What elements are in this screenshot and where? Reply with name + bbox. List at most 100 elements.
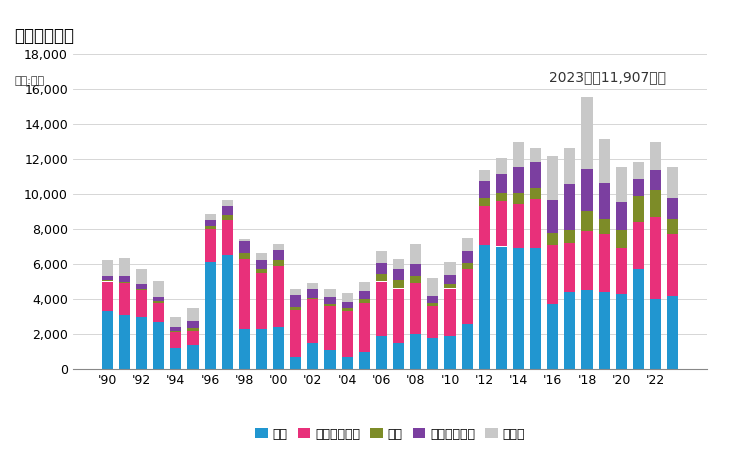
- Bar: [376, 251, 387, 263]
- Bar: [205, 226, 216, 229]
- Bar: [496, 158, 507, 174]
- Bar: [616, 202, 627, 230]
- Bar: [650, 217, 661, 299]
- Bar: [102, 260, 113, 276]
- Bar: [530, 148, 541, 162]
- Bar: [324, 297, 335, 304]
- Bar: [393, 280, 404, 288]
- Legend: 韓国, シンガポール, タイ, インドネシア, その他: 韓国, シンガポール, タイ, インドネシア, その他: [250, 423, 530, 446]
- Bar: [359, 283, 370, 291]
- Bar: [273, 266, 284, 327]
- Bar: [427, 306, 438, 338]
- Bar: [187, 308, 198, 321]
- Bar: [633, 222, 644, 269]
- Bar: [359, 299, 370, 302]
- Bar: [256, 329, 267, 369]
- Bar: [582, 169, 593, 211]
- Bar: [205, 214, 216, 220]
- Bar: [273, 261, 284, 266]
- Bar: [410, 334, 421, 369]
- Bar: [427, 338, 438, 369]
- Bar: [633, 179, 644, 196]
- Bar: [153, 297, 164, 301]
- Bar: [513, 248, 524, 369]
- Bar: [239, 241, 250, 253]
- Bar: [547, 304, 558, 369]
- Bar: [547, 245, 558, 304]
- Bar: [119, 283, 130, 315]
- Bar: [136, 284, 147, 289]
- Bar: [445, 262, 456, 275]
- Bar: [667, 296, 678, 369]
- Bar: [136, 269, 147, 284]
- Bar: [256, 269, 267, 273]
- Bar: [479, 206, 490, 245]
- Bar: [564, 230, 575, 243]
- Bar: [376, 282, 387, 336]
- Bar: [393, 343, 404, 369]
- Bar: [342, 357, 353, 369]
- Bar: [582, 231, 593, 290]
- Bar: [205, 229, 216, 262]
- Bar: [564, 243, 575, 292]
- Bar: [599, 234, 609, 292]
- Bar: [496, 174, 507, 193]
- Bar: [616, 230, 627, 248]
- Bar: [290, 288, 301, 295]
- Bar: [273, 250, 284, 261]
- Bar: [153, 301, 164, 302]
- Bar: [171, 327, 182, 331]
- Bar: [102, 276, 113, 280]
- Bar: [119, 258, 130, 276]
- Bar: [376, 274, 387, 282]
- Bar: [461, 324, 472, 369]
- Bar: [342, 311, 353, 357]
- Bar: [187, 328, 198, 330]
- Bar: [445, 336, 456, 369]
- Bar: [650, 142, 661, 171]
- Bar: [547, 156, 558, 200]
- Text: 輸出量の推移: 輸出量の推移: [15, 27, 74, 45]
- Bar: [102, 280, 113, 282]
- Bar: [513, 204, 524, 248]
- Bar: [153, 281, 164, 297]
- Bar: [342, 308, 353, 311]
- Bar: [119, 315, 130, 369]
- Bar: [324, 304, 335, 306]
- Bar: [290, 307, 301, 310]
- Bar: [427, 303, 438, 306]
- Bar: [410, 264, 421, 276]
- Bar: [461, 238, 472, 251]
- Bar: [616, 248, 627, 294]
- Bar: [376, 263, 387, 274]
- Bar: [119, 282, 130, 283]
- Bar: [324, 288, 335, 297]
- Bar: [359, 302, 370, 351]
- Bar: [667, 198, 678, 219]
- Bar: [530, 162, 541, 188]
- Bar: [547, 200, 558, 234]
- Bar: [222, 220, 233, 255]
- Bar: [290, 310, 301, 357]
- Bar: [427, 278, 438, 297]
- Bar: [633, 162, 644, 179]
- Bar: [445, 275, 456, 284]
- Bar: [102, 311, 113, 369]
- Bar: [599, 139, 609, 183]
- Bar: [667, 234, 678, 296]
- Bar: [308, 299, 319, 343]
- Bar: [342, 302, 353, 308]
- Bar: [324, 350, 335, 369]
- Bar: [599, 183, 609, 219]
- Bar: [599, 219, 609, 234]
- Bar: [171, 332, 182, 348]
- Bar: [564, 148, 575, 184]
- Bar: [308, 297, 319, 299]
- Bar: [171, 331, 182, 332]
- Bar: [410, 244, 421, 264]
- Bar: [187, 330, 198, 345]
- Bar: [359, 351, 370, 369]
- Bar: [290, 357, 301, 369]
- Bar: [513, 167, 524, 193]
- Bar: [308, 289, 319, 297]
